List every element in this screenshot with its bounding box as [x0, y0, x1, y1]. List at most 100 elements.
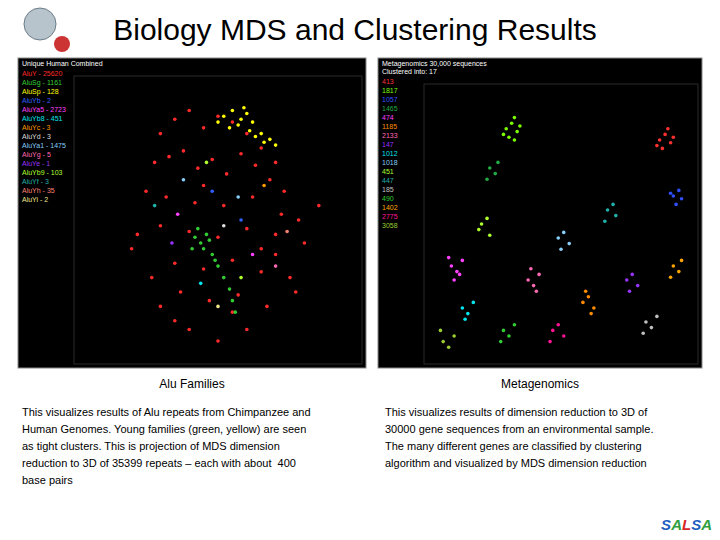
- point: [556, 323, 560, 327]
- point: [254, 163, 258, 167]
- point: [170, 241, 174, 245]
- point: [518, 124, 522, 128]
- point: [447, 345, 451, 349]
- chart-panel: Unique Human CombinedAluY - 25620AluSg -…: [18, 58, 366, 368]
- point: [173, 117, 177, 121]
- legend-entry: 147: [382, 141, 394, 148]
- point: [262, 184, 266, 188]
- point: [236, 123, 240, 127]
- point: [677, 189, 681, 193]
- footer-letter: L: [682, 516, 691, 533]
- point: [669, 141, 673, 145]
- point: [231, 109, 235, 113]
- legend-entry: 1817: [382, 87, 398, 94]
- point: [280, 212, 284, 216]
- legend-entry: AluYh - 35: [22, 187, 55, 194]
- point: [452, 278, 456, 282]
- legend-entry: AluYf - 3: [22, 178, 49, 185]
- point: [164, 195, 168, 199]
- point: [159, 132, 163, 136]
- legend-entry: 1018: [382, 159, 398, 166]
- point: [259, 247, 263, 251]
- point: [441, 340, 445, 344]
- point: [669, 275, 673, 279]
- legend-entry: 1185: [382, 123, 397, 130]
- legend-entry: 185: [382, 186, 394, 193]
- series: [581, 289, 596, 315]
- point: [556, 236, 560, 240]
- point: [236, 195, 240, 199]
- point: [199, 241, 203, 245]
- series: [170, 241, 174, 245]
- point: [282, 189, 286, 193]
- point: [216, 235, 220, 239]
- point: [205, 233, 209, 237]
- series: [655, 127, 675, 150]
- legend-entry: AluYb9 - 103: [22, 169, 63, 176]
- point: [288, 276, 292, 280]
- point: [658, 138, 662, 142]
- logo-dot: [54, 36, 70, 52]
- point: [515, 130, 519, 134]
- point: [231, 120, 235, 124]
- series: [485, 161, 500, 181]
- point: [274, 161, 278, 165]
- point: [268, 138, 272, 142]
- legend-entry: AluSp - 128: [22, 88, 59, 96]
- point: [193, 235, 197, 239]
- point: [672, 194, 676, 198]
- point: [239, 276, 243, 280]
- point: [529, 267, 533, 271]
- point: [625, 278, 629, 282]
- point: [173, 319, 177, 323]
- point: [461, 259, 465, 263]
- point: [193, 201, 197, 205]
- legend-entry: 1402: [382, 204, 398, 211]
- point: [202, 126, 206, 130]
- point: [502, 329, 506, 333]
- point: [510, 121, 514, 125]
- point: [666, 127, 670, 131]
- series: [153, 204, 157, 208]
- legend-entry: 490: [382, 195, 394, 202]
- point: [274, 143, 278, 147]
- series: [556, 231, 571, 251]
- point: [251, 253, 255, 257]
- point: [567, 242, 571, 246]
- point: [254, 135, 258, 139]
- point: [463, 317, 467, 321]
- point: [262, 140, 266, 144]
- point: [461, 306, 465, 310]
- point: [669, 191, 673, 195]
- point: [641, 331, 645, 335]
- point: [251, 120, 255, 124]
- legend-entry: AluYi - 2: [22, 196, 48, 203]
- panel-text: algorithm and visualized by MDS dimensio…: [385, 457, 647, 469]
- point: [628, 289, 632, 293]
- point: [167, 155, 171, 159]
- point: [210, 253, 214, 257]
- slide-title: Biology MDS and Clustering Results: [113, 13, 597, 46]
- panel-text: base pairs: [22, 474, 73, 486]
- plot-frame: [424, 84, 698, 364]
- point: [187, 328, 191, 332]
- point: [202, 247, 206, 251]
- series: [262, 184, 266, 188]
- series: [190, 227, 237, 314]
- plot-frame: [74, 76, 362, 364]
- point: [488, 166, 492, 170]
- series: [499, 323, 516, 343]
- series: [216, 305, 220, 309]
- legend-entry: 447: [382, 177, 394, 184]
- panel-caption-block: MetagenomicsThis visualizes results of d…: [385, 377, 653, 469]
- legend-entry: 413: [382, 78, 394, 85]
- slide: Biology MDS and Clustering Results Unique…: [0, 0, 720, 540]
- point: [222, 204, 226, 208]
- point: [199, 282, 203, 286]
- point: [559, 247, 563, 251]
- panel-text: This visualizes results of dimension red…: [385, 406, 648, 418]
- point: [562, 231, 566, 235]
- point: [182, 149, 186, 153]
- point: [216, 339, 220, 343]
- point: [672, 264, 676, 268]
